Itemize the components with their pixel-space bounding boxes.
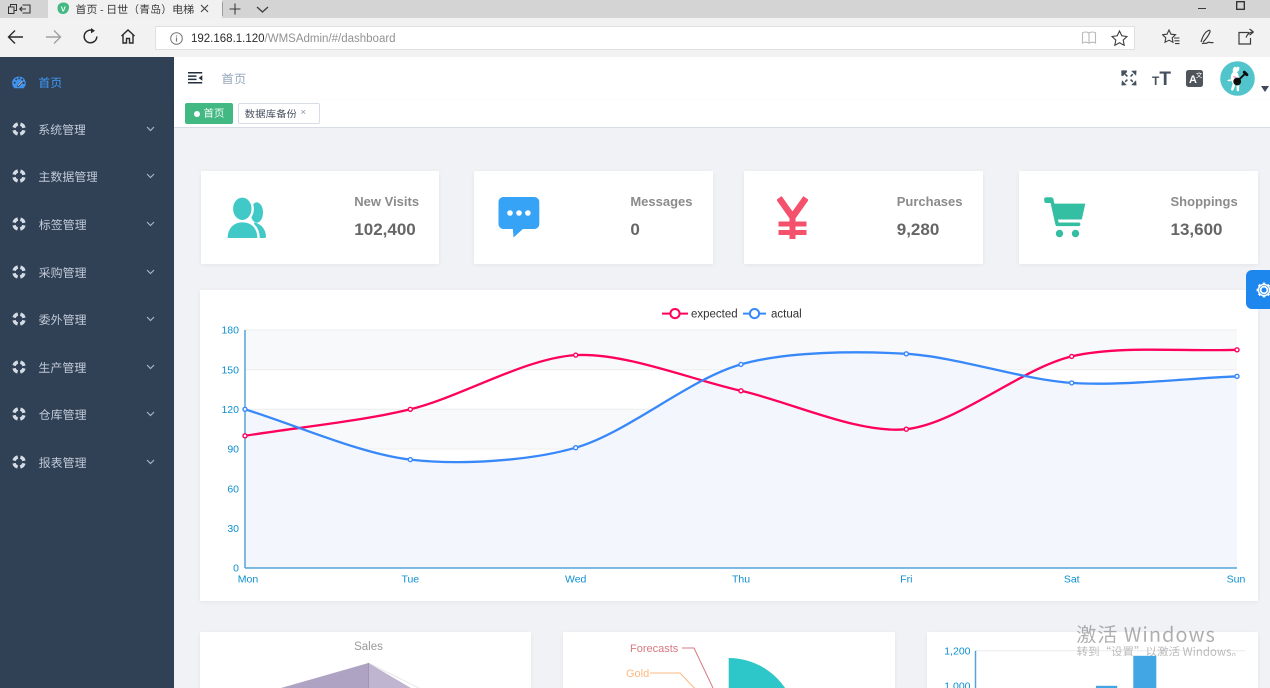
svg-text:expected: expected xyxy=(691,309,738,321)
svg-text:Tue: Tue xyxy=(401,574,419,586)
svg-text:120: 120 xyxy=(221,404,239,416)
svg-text:30: 30 xyxy=(227,523,239,535)
svg-text:1,000: 1,000 xyxy=(944,681,970,688)
svg-text:Wed: Wed xyxy=(565,574,587,586)
svg-text:150: 150 xyxy=(221,364,239,376)
svg-text:180: 180 xyxy=(221,325,239,337)
svg-text:90: 90 xyxy=(227,444,239,456)
svg-text:Sat: Sat xyxy=(1064,574,1080,586)
svg-text:1,200: 1,200 xyxy=(944,645,970,657)
svg-text:Thu: Thu xyxy=(732,574,750,586)
svg-text:Gold: Gold xyxy=(626,668,649,680)
svg-text:Forecasts: Forecasts xyxy=(630,643,679,655)
svg-text:Sales: Sales xyxy=(354,641,383,653)
svg-text:A: A xyxy=(1189,74,1197,86)
svg-text:Mon: Mon xyxy=(238,574,259,586)
svg-text:actual: actual xyxy=(771,309,802,321)
svg-text:60: 60 xyxy=(227,483,239,495)
svg-text:Fri: Fri xyxy=(900,574,912,586)
svg-text:0: 0 xyxy=(233,563,239,575)
svg-text:V: V xyxy=(61,4,66,13)
svg-text:Sun: Sun xyxy=(1227,574,1246,586)
